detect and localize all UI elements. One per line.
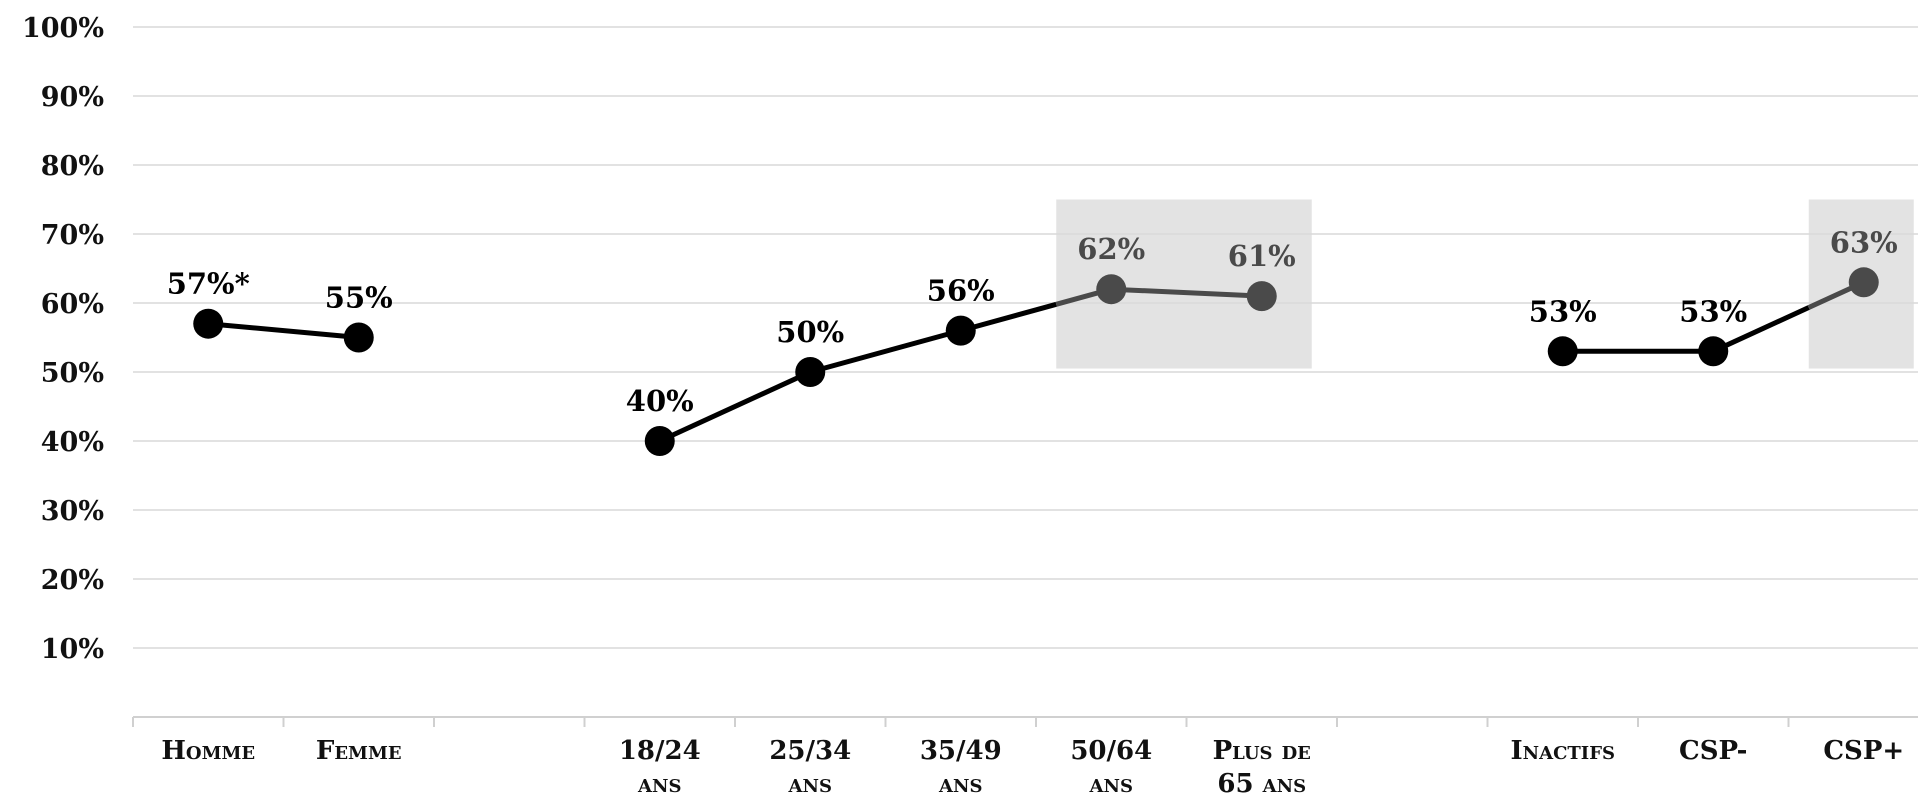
y-tick-label: 30%: [41, 496, 104, 527]
point-inactifs: [1547, 336, 1578, 367]
y-tick-label: 20%: [41, 565, 104, 596]
y-tick-label: 60%: [41, 289, 104, 320]
data-label-csp: 53%: [1679, 294, 1747, 328]
series-segment: [809, 328, 962, 375]
data-label-homme: 57%*: [167, 267, 250, 301]
series-segment-highlight: [1111, 286, 1262, 299]
data-label-35-49-ans: 56%: [927, 274, 995, 308]
y-tick-label: 10%: [41, 634, 104, 665]
data-label-25-34-ans: 50%: [776, 315, 844, 349]
point-50-64-ans: [1096, 274, 1127, 305]
x-tick-label-csp: CSP+: [1823, 736, 1904, 766]
point-femme: [343, 322, 374, 353]
y-tick-label: 90%: [41, 82, 104, 113]
point-homme: [193, 308, 224, 339]
x-tick-label-csp: CSP-: [1679, 736, 1747, 766]
x-tick-label-inactifs: Inactifs: [1511, 736, 1616, 766]
x-axis: Homme Femme 18/24 ans 25/34 ans 35/49 ans 50/64 a…: [132, 716, 1918, 795]
point-csp: [1698, 336, 1729, 367]
x-tick-label-50-64-ans: 50/64 ans: [1070, 736, 1152, 795]
series-segment: [1712, 305, 1810, 354]
data-label-plus-de-65-ans: 61%: [1228, 239, 1296, 273]
y-axis-ticks: 10% 20% 30% 40% 50% 60% 70% 80% 90% 100%: [22, 13, 104, 665]
series-lines: [208, 280, 1865, 444]
data-label-femme: 55%: [325, 281, 393, 315]
x-tick-label-femme: Femme: [316, 736, 402, 766]
x-tick-label-homme: Homme: [161, 736, 255, 766]
y-tick-label: 70%: [41, 220, 104, 251]
data-label-50-64-ans: 62%: [1077, 232, 1145, 266]
highlight-bands: [1056, 199, 1914, 369]
series-segment: [208, 321, 359, 340]
data-labels: 57%* 55% 40% 50% 56% 62% 61% 53% 53% 63%: [167, 225, 1898, 418]
x-tick-label-18-24-ans: 18/24 ans: [619, 736, 701, 795]
x-tick-label-35-49-ans: 35/49 ans: [920, 736, 1002, 795]
series-points: [193, 267, 1879, 456]
point-plus-de-65-ans: [1246, 281, 1277, 312]
point-csp: [1848, 267, 1879, 298]
series-segment: [658, 369, 812, 444]
y-tick-label: 50%: [41, 358, 104, 389]
series-segment: [960, 301, 1057, 334]
y-tick-label: 100%: [22, 13, 104, 44]
data-label-18-24-ans: 40%: [626, 384, 694, 418]
data-label-inactifs: 53%: [1529, 294, 1597, 328]
highlight-band-1: [1056, 199, 1312, 369]
data-label-csp: 63%: [1830, 225, 1898, 259]
point-35-49-ans: [945, 315, 976, 346]
y-tick-label: 40%: [41, 427, 104, 458]
x-tick-label-plus-de-65-ans: Plus de 65 ans: [1213, 736, 1311, 795]
point-18-24-ans: [644, 426, 675, 456]
point-25-34-ans: [795, 357, 826, 387]
gridlines: [133, 26, 1918, 649]
x-tick-label-25-34-ans: 25/34 ans: [769, 736, 851, 795]
y-tick-label: 80%: [41, 151, 104, 182]
